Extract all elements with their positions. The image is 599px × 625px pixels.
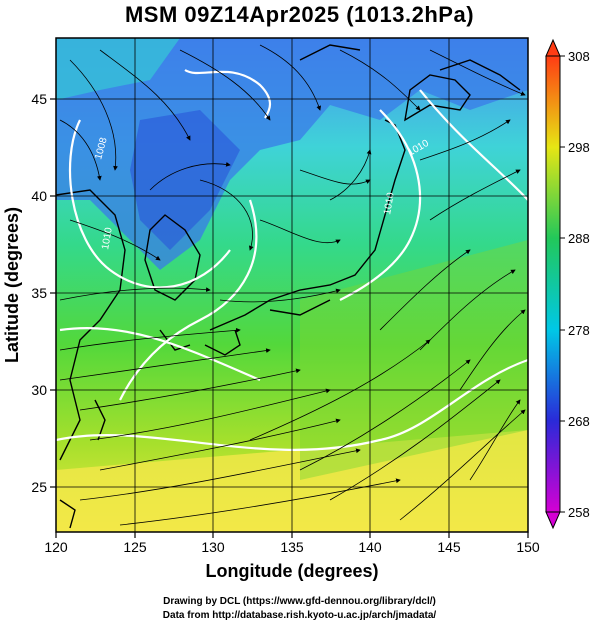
x-tick-label: 145 [437, 539, 461, 555]
contour-label: 1010 [382, 191, 397, 215]
x-tick-label: 140 [358, 539, 382, 555]
colorbar-tick-label: 288 [568, 231, 590, 246]
x-tick-label: 135 [280, 539, 304, 555]
y-tick-label: 40 [31, 188, 47, 204]
isobars [56, 69, 528, 451]
map-title: MSM 09Z14Apr2025 (1013.2hPa) [124, 2, 475, 27]
colorbar-gradient [545, 55, 561, 513]
x-tick-label: 120 [44, 539, 68, 555]
colorbar-min-arrow [545, 511, 561, 530]
credit-dcl: Drawing by DCL (https://www.gfd-dennou.o… [163, 596, 436, 607]
wind-streamlines [59, 44, 526, 526]
x-tick-label: 125 [123, 539, 147, 555]
colorbar-tick-label: 258 [568, 505, 590, 520]
colorbar: 258 268 278 288 298 308 [545, 38, 590, 530]
colorbar-tick-label: 298 [568, 140, 590, 155]
colorbar-max-arrow [545, 38, 561, 57]
axis-ticks [50, 98, 529, 538]
colorbar-tick-label: 308 [568, 49, 590, 64]
x-tick-labels: 120 125 130 135 140 145 150 [44, 539, 540, 555]
colorbar-tick-label: 278 [568, 323, 590, 338]
x-axis-title: Longitude (degrees) [205, 561, 378, 581]
map-grid [56, 38, 528, 532]
x-tick-label: 130 [201, 539, 225, 555]
y-tick-labels: 25 30 35 40 45 [31, 91, 47, 495]
y-tick-label: 25 [31, 479, 47, 495]
contour-label: 1010 [100, 226, 115, 250]
y-axis-title: Latitude (degrees) [2, 207, 22, 363]
credit-data-source: Data from http://database.rish.kyoto-u.a… [162, 610, 437, 621]
y-tick-label: 35 [31, 285, 47, 301]
colorbar-tick-label: 268 [568, 414, 590, 429]
y-tick-label: 45 [31, 91, 47, 107]
x-tick-label: 150 [516, 539, 540, 555]
y-tick-label: 30 [31, 382, 47, 398]
coastlines [56, 44, 521, 529]
